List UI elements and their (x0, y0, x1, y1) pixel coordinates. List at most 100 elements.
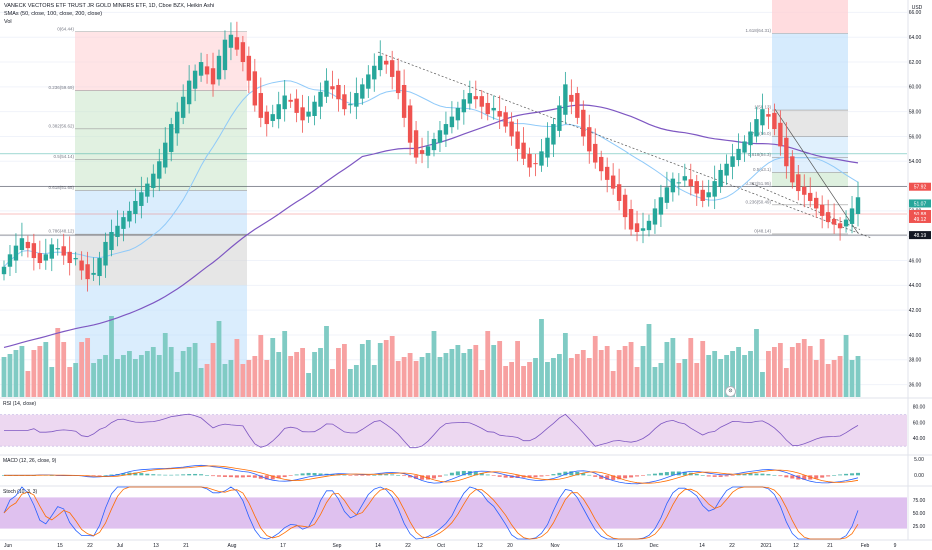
candle-body (270, 114, 275, 121)
volume-bar (760, 372, 765, 397)
volume-bar (742, 355, 747, 397)
volume-bar (91, 363, 96, 397)
macd-histogram-bar (730, 475, 735, 476)
macd-histogram-bar (772, 474, 777, 476)
macd-histogram-bar (360, 475, 365, 476)
candle-body (688, 179, 693, 187)
macd-pane-label[interactable]: MACD (12, 26, close, 9) (3, 458, 57, 464)
volume-bar (533, 358, 538, 397)
candle-body (43, 254, 49, 261)
fib-level-label: 0(48.14) (754, 228, 771, 233)
candle-body (563, 84, 568, 115)
sma-indicator-label[interactable]: SMAs (50, close, 100, close, 200, close) (4, 11, 103, 17)
fib-level-label: 0.382(56.62) (48, 123, 74, 128)
macd-histogram-bar (378, 474, 383, 476)
volume-bar (336, 348, 341, 397)
volume-indicator-label[interactable]: Vol (4, 19, 12, 25)
macd-histogram-bar (754, 473, 759, 476)
candle-body (819, 204, 825, 216)
macd-histogram-bar (455, 471, 460, 476)
volume-bar (264, 360, 270, 397)
candle-body (85, 264, 90, 280)
volume-bar (156, 355, 162, 397)
candle-body (145, 183, 150, 197)
macd-histogram-bar (426, 475, 431, 480)
macd-histogram-bar (611, 475, 616, 480)
candle-body (151, 173, 156, 188)
price-axis-tick: 58.00 (909, 109, 922, 115)
macd-line (4, 464, 859, 485)
candle-body (91, 272, 96, 275)
candle-body (545, 137, 550, 158)
rsi-pane-label[interactable]: RSI (14, close) (3, 401, 37, 407)
macd-histogram-bar (718, 475, 723, 477)
cursor-circle-icon[interactable]: ⊙ (725, 386, 736, 397)
price-axis-tick: 64.00 (909, 35, 922, 41)
macd-histogram-bar (605, 475, 610, 480)
macd-histogram-bar (103, 475, 108, 476)
candle-body (736, 148, 741, 161)
macd-histogram-bar (270, 475, 275, 480)
macd-histogram-bar (551, 474, 556, 476)
volume-bar (634, 367, 640, 397)
time-axis-tick: Jul (117, 543, 123, 549)
candle-body (133, 200, 138, 215)
volume-bar (819, 339, 825, 397)
stoch-pane-label[interactable]: Stoch (10, 3, 3) (3, 489, 38, 495)
macd-histogram-bar (557, 472, 562, 476)
macd-histogram-bar (294, 474, 299, 476)
volume-bar (318, 348, 323, 397)
stoch-axis-tick: 75.00 (913, 498, 926, 504)
fib-level-label: 0(64.44) (57, 26, 74, 31)
volume-bar (109, 316, 114, 397)
time-axis-tick: 21 (183, 543, 189, 549)
volume-bar (407, 353, 413, 397)
candle-body (587, 127, 592, 152)
candle-body (342, 94, 347, 110)
volume-bar (813, 360, 819, 397)
chart-title[interactable]: VANECK VECTORS ETF TRUST JR GOLD MINERS … (4, 3, 215, 9)
macd-histogram-bar (157, 474, 162, 476)
candle-body (312, 101, 317, 116)
time-axis-tick: Oct (437, 543, 445, 549)
volume-bar (724, 355, 730, 397)
macd-histogram-bar (670, 471, 675, 476)
candle-body (813, 197, 819, 209)
macd-histogram-bar (330, 474, 335, 476)
volume-bar (162, 333, 168, 397)
macd-histogram-bar (199, 474, 204, 476)
volume-bar (79, 342, 85, 397)
candle-body (395, 70, 401, 94)
fib-level-label: 0.382(51.95) (745, 181, 771, 186)
macd-histogram-bar (742, 473, 747, 476)
rsi-axis-tick: 40.00 (913, 436, 926, 442)
candle-body (7, 254, 13, 267)
candle-body (192, 70, 198, 89)
volume-bar (574, 354, 580, 397)
volume-bar (568, 358, 574, 397)
candle-body (730, 156, 735, 167)
time-axis-tick: Jun (4, 543, 12, 549)
volume-bar (246, 360, 252, 397)
macd-histogram-bar (509, 475, 514, 478)
time-axis-tick: 15 (57, 543, 63, 549)
macd-histogram-bar (121, 473, 126, 476)
macd-histogram-bar (49, 475, 54, 476)
volume-bar (640, 346, 646, 397)
volume-bar (706, 355, 712, 397)
volume-bar (198, 368, 204, 397)
fib-zone (772, 33, 848, 111)
macd-histogram-bar (485, 474, 490, 476)
macd-histogram-bar (139, 473, 144, 476)
macd-histogram-bar (431, 475, 436, 479)
candle-body (527, 153, 532, 168)
volume-bar (115, 359, 120, 397)
macd-histogram-bar (623, 475, 628, 479)
volume-bar (443, 353, 449, 397)
candle-body (760, 109, 765, 126)
volume-bar (174, 372, 180, 397)
macd-histogram-bar (545, 475, 550, 476)
candle-body (772, 112, 777, 130)
volume-bar (312, 352, 317, 397)
